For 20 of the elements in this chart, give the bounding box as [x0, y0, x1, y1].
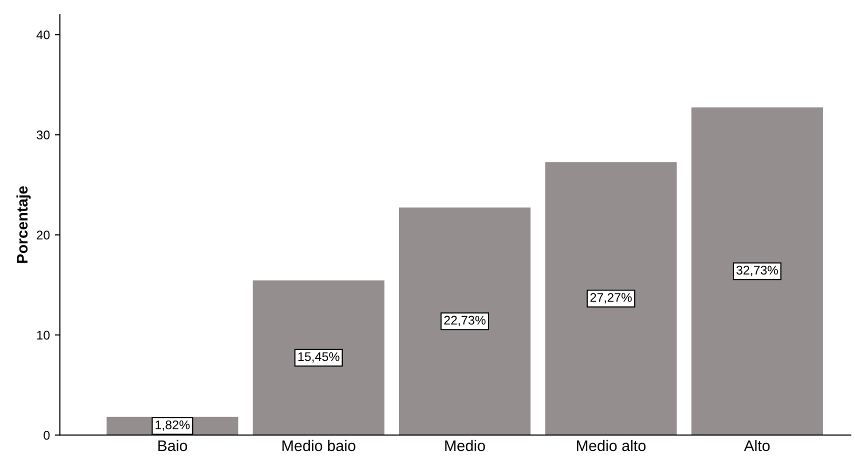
bar — [399, 208, 531, 436]
x-tick-label: Medio — [445, 440, 485, 452]
y-tick-label: 30 — [36, 130, 50, 140]
y-axis-title: Porcentaje — [16, 186, 31, 263]
y-tick-label: 10 — [37, 330, 50, 340]
data-label: 1,82% — [156, 420, 190, 431]
bar — [545, 162, 677, 436]
y-tick-label: 40 — [36, 30, 50, 40]
x-tick-label: Baio — [158, 440, 188, 452]
y-tick-label: 0 — [44, 430, 50, 440]
bar — [691, 107, 823, 436]
x-tick-label: Medio baio — [282, 440, 356, 452]
y-tick-label: 20 — [36, 230, 50, 240]
bar — [252, 280, 384, 436]
data-label: 32,73% — [736, 266, 778, 276]
data-label: 27,27% — [590, 293, 632, 304]
x-tick-label: Medio alto — [576, 440, 646, 452]
data-label: 15,45% — [298, 352, 340, 363]
x-tick-label: Alto — [744, 440, 770, 452]
data-label: 22,73% — [444, 316, 486, 326]
